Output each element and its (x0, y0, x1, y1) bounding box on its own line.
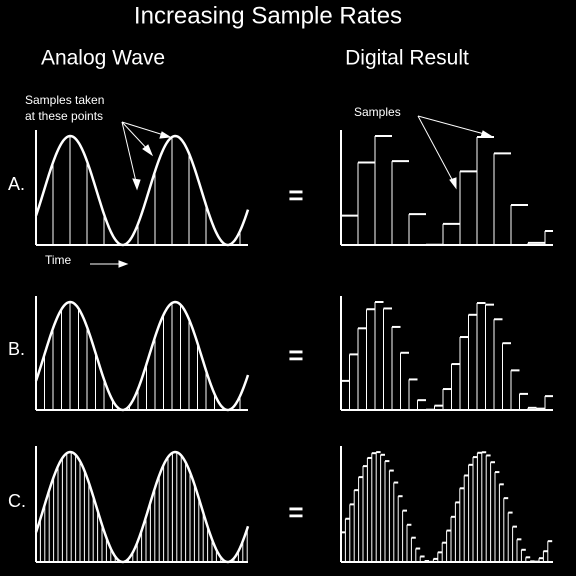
row-label: C. (8, 491, 26, 511)
column-header: Analog Wave (41, 47, 165, 70)
equals-sign: = (288, 180, 303, 210)
annotation: at these points (25, 109, 103, 123)
arrow-head (118, 260, 129, 268)
row-label: B. (8, 339, 25, 359)
annotation: Time (45, 253, 72, 267)
annotation: Samples taken (25, 93, 104, 107)
analog-wave (34, 300, 250, 412)
arrow (417, 115, 489, 136)
arrow (121, 121, 168, 137)
equals-sign: = (288, 340, 303, 370)
arrow-head (132, 178, 141, 191)
arrows (90, 115, 493, 268)
analog-wave (34, 134, 250, 247)
analog-wave (34, 450, 250, 564)
annotation: Samples (354, 105, 401, 119)
title: Increasing Sample Rates (134, 2, 402, 29)
arrow-head (449, 177, 457, 190)
column-header: Digital Result (345, 47, 469, 70)
row-label: A. (8, 174, 25, 194)
arrow-head (159, 131, 172, 139)
arrow-head (142, 144, 154, 157)
equals-sign: = (288, 497, 303, 527)
arrow (417, 115, 456, 186)
arrow (121, 121, 138, 187)
